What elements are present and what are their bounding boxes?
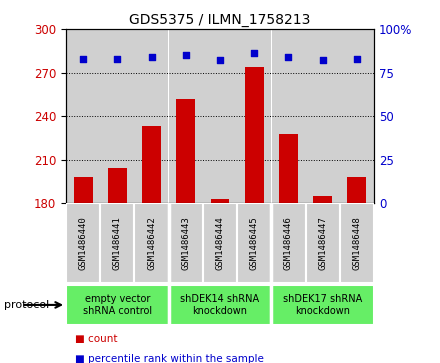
Bar (142, 126, 161, 203)
Bar (211, 199, 229, 203)
Bar (66, 285, 169, 325)
Text: GSM1486442: GSM1486442 (147, 216, 156, 270)
Bar (176, 99, 195, 203)
Bar (340, 203, 374, 283)
Bar (271, 29, 305, 203)
Bar (348, 177, 367, 203)
Bar (66, 29, 100, 203)
Title: GDS5375 / ILMN_1758213: GDS5375 / ILMN_1758213 (129, 13, 311, 26)
Text: GSM1486445: GSM1486445 (250, 216, 259, 270)
Bar (135, 203, 169, 283)
Point (216, 57, 224, 63)
Bar (66, 203, 100, 283)
Bar (169, 203, 203, 283)
Point (285, 54, 292, 60)
Bar (135, 29, 169, 203)
Point (319, 57, 326, 63)
Text: GSM1486448: GSM1486448 (352, 216, 361, 270)
Bar (169, 285, 271, 325)
Bar (100, 29, 135, 203)
Bar (340, 29, 374, 203)
Point (80, 56, 87, 62)
Point (148, 54, 155, 60)
Bar (271, 29, 272, 203)
Text: GSM1486441: GSM1486441 (113, 216, 122, 270)
Text: shDEK14 shRNA
knockdown: shDEK14 shRNA knockdown (180, 294, 260, 316)
Bar (100, 203, 135, 283)
Text: shDEK17 shRNA
knockdown: shDEK17 shRNA knockdown (283, 294, 362, 316)
Bar (305, 29, 340, 203)
Text: GSM1486446: GSM1486446 (284, 216, 293, 270)
Bar (313, 196, 332, 203)
Text: GSM1486444: GSM1486444 (216, 216, 224, 270)
Text: ■ percentile rank within the sample: ■ percentile rank within the sample (75, 354, 264, 363)
Bar (237, 29, 271, 203)
Point (182, 52, 189, 58)
Bar (245, 67, 264, 203)
Bar (271, 203, 305, 283)
Bar (74, 177, 92, 203)
Bar (305, 203, 340, 283)
Text: GSM1486443: GSM1486443 (181, 216, 190, 270)
Text: GSM1486447: GSM1486447 (318, 216, 327, 270)
Bar (271, 285, 374, 325)
Text: GSM1486440: GSM1486440 (79, 216, 88, 270)
Bar (203, 203, 237, 283)
Text: ■ count: ■ count (75, 334, 117, 344)
Point (353, 56, 360, 62)
Bar (203, 29, 237, 203)
Bar (279, 134, 298, 203)
Bar (168, 29, 169, 203)
Bar (108, 168, 127, 203)
Bar (237, 203, 271, 283)
Point (251, 50, 258, 56)
Bar (169, 29, 203, 203)
Text: empty vector
shRNA control: empty vector shRNA control (83, 294, 152, 316)
Point (114, 56, 121, 62)
Text: protocol: protocol (4, 300, 50, 310)
